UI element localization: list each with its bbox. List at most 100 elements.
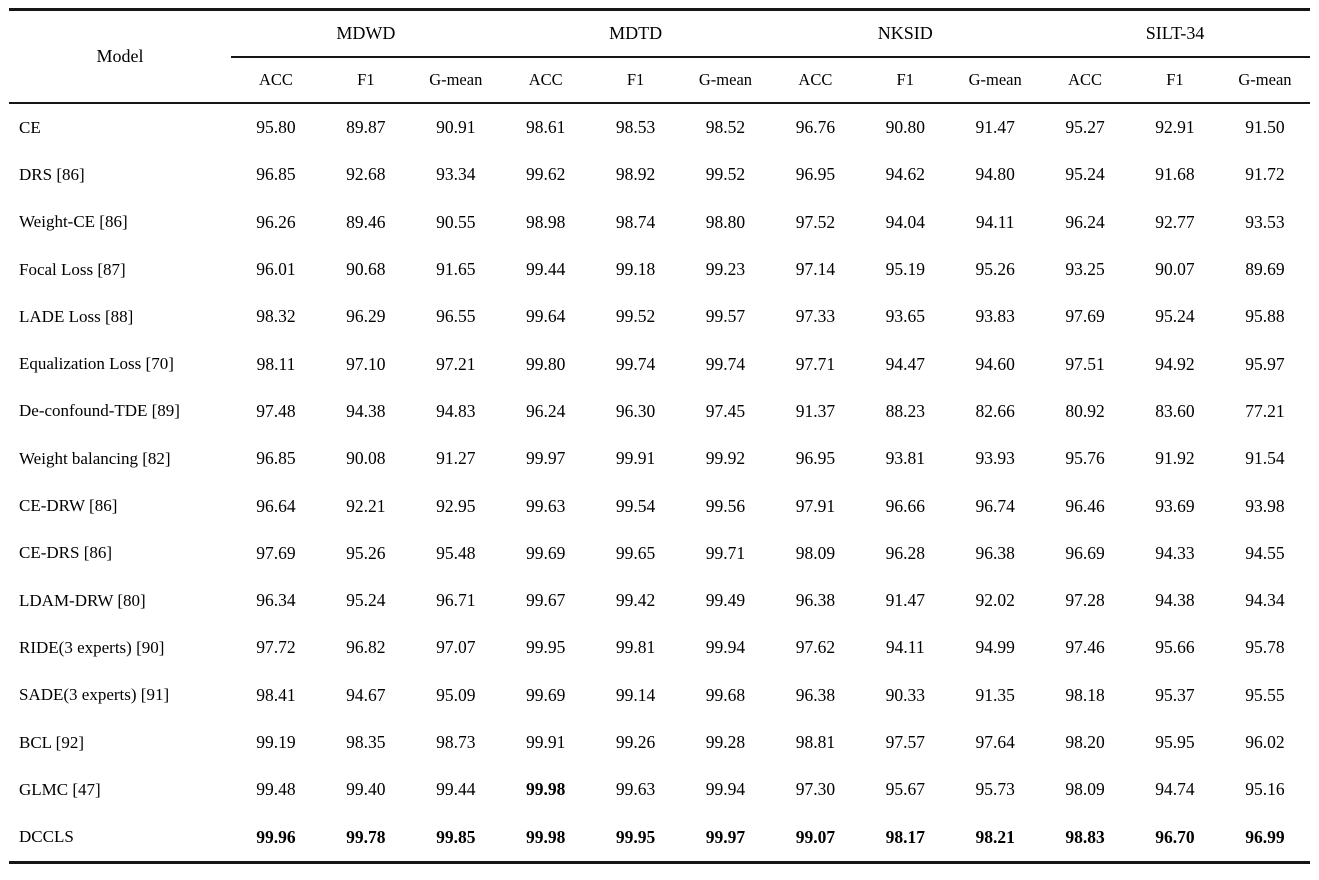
metric-value-cell: 99.98 [525, 826, 566, 847]
model-column-header: Model [9, 9, 232, 104]
metric-value-cell: 91.72 [1245, 164, 1285, 185]
group-header-mdwd: MDWD [231, 9, 501, 58]
metric-value-cell: 92.68 [346, 164, 386, 185]
metric-value-cell: 88.23 [885, 400, 925, 421]
metric-value-cell: 99.94 [705, 779, 746, 800]
metric-value-cell: 90.91 [436, 117, 476, 138]
header-sub-row: ACC F1 G-mean ACC F1 G-mean ACC F1 G-mea… [9, 57, 1310, 104]
model-name-cell: De-confound-TDE [89] [19, 401, 180, 421]
table-row: DCCLS 99.96 99.78 99.85 99.98 99.95 99.97 99.07… [9, 813, 1310, 862]
metric-value-cell: 99.78 [346, 826, 386, 847]
metric-value-cell: 91.37 [795, 400, 836, 421]
metric-value-cell: 92.91 [1155, 117, 1195, 138]
metric-value-cell: 97.72 [256, 637, 296, 658]
metric-value-cell: 96.95 [795, 448, 836, 469]
metric-value-cell: 94.34 [1245, 590, 1285, 611]
sub-header-f1: F1 [860, 57, 951, 104]
metric-value-cell: 98.83 [1065, 826, 1105, 847]
metric-value-cell: 98.09 [1065, 779, 1105, 800]
metric-value-cell: 97.69 [256, 542, 296, 563]
group-header-mdtd: MDTD [500, 9, 771, 58]
metric-value-cell: 97.48 [256, 400, 296, 421]
metric-value-cell: 90.33 [885, 684, 925, 705]
metric-value-cell: 96.24 [1065, 211, 1105, 232]
metric-value-cell: 96.26 [256, 211, 296, 232]
sub-header-acc: ACC [500, 57, 591, 104]
metric-value-cell: 95.48 [436, 542, 476, 563]
metric-value-cell: 98.41 [256, 684, 296, 705]
metric-value-cell: 94.33 [1155, 542, 1195, 563]
model-name-cell: LADE Loss [88] [19, 306, 134, 326]
metric-value-cell: 97.69 [1065, 306, 1105, 327]
sub-header-acc: ACC [770, 57, 861, 104]
metric-value-cell: 96.70 [1155, 826, 1195, 847]
metric-value-cell: 90.07 [1155, 259, 1195, 280]
table-row: GLMC [47] 99.48 99.40 99.44 99.98 99.63 99.94 9… [9, 766, 1310, 813]
sub-header-acc: ACC [1040, 57, 1131, 104]
metric-value-cell: 90.55 [436, 211, 476, 232]
metric-value-cell: 83.60 [1155, 400, 1195, 421]
table-row: Weight-CE [86] 96.26 89.46 90.55 98.98 98.74 9… [9, 199, 1310, 246]
metric-value-cell: 97.46 [1065, 637, 1105, 658]
metric-value-cell: 99.63 [525, 495, 566, 516]
model-name-cell: CE [19, 117, 41, 137]
metric-value-cell: 98.80 [705, 211, 746, 232]
metric-value-cell: 97.71 [795, 353, 836, 374]
metric-value-cell: 94.38 [346, 400, 386, 421]
metric-value-cell: 99.94 [705, 637, 746, 658]
metric-value-cell: 95.19 [885, 259, 925, 280]
metric-value-cell: 99.44 [436, 779, 476, 800]
table-row: Equalization Loss [70] 98.11 97.10 97.21 99.… [9, 340, 1310, 387]
metric-value-cell: 96.29 [346, 306, 386, 327]
metric-value-cell: 99.81 [615, 637, 656, 658]
metric-value-cell: 94.80 [975, 164, 1015, 185]
metric-value-cell: 99.64 [525, 306, 566, 327]
model-name-cell: LDAM-DRW [80] [19, 590, 146, 610]
table-row: LADE Loss [88] 98.32 96.29 96.55 99.64 99.52 9… [9, 293, 1310, 340]
metric-value-cell: 99.96 [256, 826, 296, 847]
metric-value-cell: 97.07 [436, 637, 476, 658]
metric-value-cell: 96.85 [256, 448, 296, 469]
metric-value-cell: 99.49 [705, 590, 746, 611]
metric-value-cell: 91.65 [436, 259, 476, 280]
metric-value-cell: 94.92 [1155, 353, 1195, 374]
table-row: LDAM-DRW [80] 96.34 95.24 96.71 99.67 99.42 99… [9, 577, 1310, 624]
metric-value-cell: 95.67 [885, 779, 925, 800]
metric-value-cell: 99.48 [256, 779, 296, 800]
metric-value-cell: 99.97 [705, 826, 746, 847]
metric-value-cell: 99.07 [795, 826, 836, 847]
model-name-cell: CE-DRS [86] [19, 543, 113, 563]
metric-value-cell: 95.26 [975, 259, 1015, 280]
metric-value-cell: 99.68 [705, 684, 746, 705]
metric-value-cell: 99.52 [615, 306, 656, 327]
model-name-cell: SADE(3 experts) [91] [19, 685, 170, 705]
metric-value-cell: 95.27 [1065, 117, 1105, 138]
metric-value-cell: 98.92 [615, 164, 656, 185]
sub-header-f1: F1 [320, 57, 411, 104]
metric-value-cell: 96.38 [975, 542, 1015, 563]
header-group-row: Model MDWD MDTD NKSID SILT-34 [9, 9, 1310, 104]
metric-value-cell: 94.11 [885, 637, 925, 658]
metric-value-cell: 99.91 [525, 732, 566, 752]
metric-value-cell: 91.50 [1245, 117, 1285, 138]
metric-value-cell: 93.25 [1065, 259, 1105, 280]
metric-value-cell: 96.82 [346, 637, 386, 658]
metric-value-cell: 89.46 [346, 211, 386, 232]
table-row: CE 95.80 89.87 90.91 98.61 98.53 98.52 96.76 90.… [9, 103, 1310, 151]
metric-value-cell: 77.21 [1245, 400, 1285, 421]
metric-value-cell: 99.19 [256, 732, 296, 752]
metric-value-cell: 99.69 [525, 542, 566, 563]
metric-value-cell: 97.64 [975, 732, 1015, 752]
metric-value-cell: 99.71 [705, 542, 746, 563]
metric-value-cell: 91.92 [1155, 448, 1195, 469]
metric-value-cell: 95.76 [1065, 448, 1105, 469]
metric-value-cell: 96.28 [885, 542, 925, 563]
model-name-cell: DRS [86] [19, 164, 85, 184]
metric-value-cell: 97.57 [885, 732, 925, 752]
metric-value-cell: 92.02 [975, 590, 1015, 611]
metric-value-cell: 97.91 [795, 495, 836, 516]
metric-value-cell: 99.92 [705, 448, 746, 469]
metric-value-cell: 93.81 [885, 448, 925, 469]
metric-value-cell: 96.01 [256, 259, 296, 280]
metric-value-cell: 92.95 [436, 495, 476, 516]
